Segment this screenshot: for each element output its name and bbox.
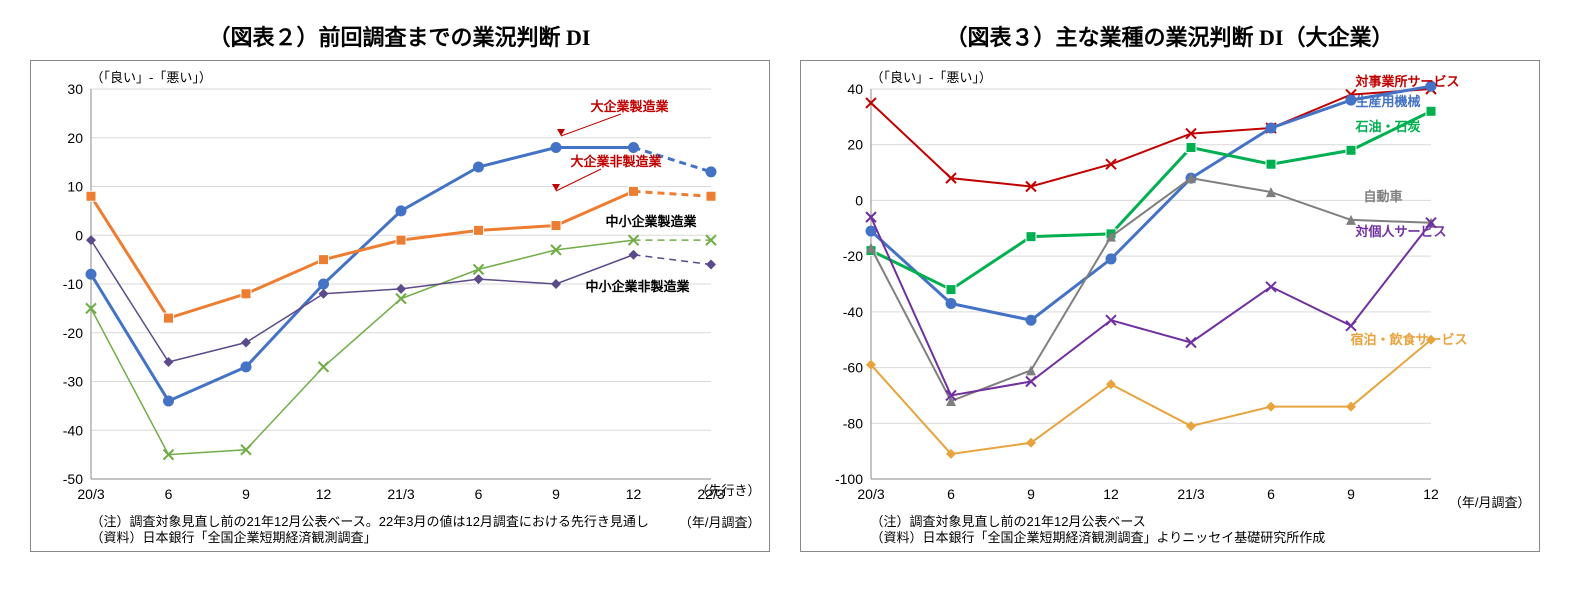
svg-text:-40: -40 [842, 304, 862, 320]
svg-text:9: 9 [552, 486, 560, 502]
svg-text:12: 12 [315, 486, 331, 502]
series-label: 中小企業非製造業 [586, 276, 690, 295]
series-label: 生産用機械 [1356, 91, 1421, 110]
series-label: 大企業製造業 [591, 96, 669, 115]
svg-text:40: 40 [847, 81, 863, 97]
svg-text:-50: -50 [62, 471, 82, 487]
series-label: 対個人サービス [1356, 221, 1447, 240]
footnote-left-1: （注）調査対象見直し前の21年12月公表ベース。22年3月の値は12月調査におけ… [91, 513, 649, 531]
svg-text:12: 12 [1103, 486, 1119, 502]
svg-text:-60: -60 [842, 360, 862, 376]
chart-box-left: （「良い」-「悪い」） -50-40-30-20-10010203020/369… [30, 60, 770, 552]
svg-text:12: 12 [1423, 486, 1439, 502]
svg-text:-20: -20 [842, 248, 862, 264]
chart-box-right: （「良い」-「悪い」） -100-80-60-40-200204020/3691… [800, 60, 1540, 552]
footnote-right-2: （資料）日本銀行「全国企業短期経済観測調査」よりニッセイ基礎研究所作成 [871, 529, 1326, 547]
svg-text:0: 0 [855, 192, 863, 208]
svg-text:20: 20 [847, 137, 863, 153]
svg-text:30: 30 [67, 81, 83, 97]
chart-title-right: （図表３）主な業種の業況判断 DI（大企業） [800, 20, 1540, 52]
svg-text:-20: -20 [62, 325, 82, 341]
footnote-left-2: （資料）日本銀行「全国企業短期経済観測調査」 [91, 529, 377, 547]
svg-text:20/3: 20/3 [77, 486, 104, 502]
svg-text:20: 20 [67, 130, 83, 146]
svg-text:10: 10 [67, 179, 83, 195]
svg-text:-40: -40 [62, 422, 82, 438]
svg-text:21/3: 21/3 [387, 486, 414, 502]
chart-svg-left: -50-40-30-20-10010203020/3691221/3691222… [31, 61, 771, 551]
svg-text:9: 9 [1347, 486, 1355, 502]
svg-text:-10: -10 [62, 276, 82, 292]
svg-text:6: 6 [164, 486, 172, 502]
series-label: 中小企業製造業 [606, 211, 697, 230]
series-label: 自動車 [1364, 186, 1403, 205]
charts-container: （図表２）前回調査までの業況判断 DI （「良い」-「悪い」） -50-40-3… [20, 20, 1549, 552]
svg-text:9: 9 [1027, 486, 1035, 502]
chart-panel-left: （図表２）前回調査までの業況判断 DI （「良い」-「悪い」） -50-40-3… [30, 20, 770, 552]
x-axis-title-left: （年/月調査） [679, 512, 761, 531]
series-label: 宿泊・飲食サービス [1351, 329, 1468, 348]
svg-text:6: 6 [947, 486, 955, 502]
svg-text:12: 12 [625, 486, 641, 502]
svg-text:21/3: 21/3 [1177, 486, 1204, 502]
svg-text:0: 0 [75, 227, 83, 243]
x-axis-sub-left: （先行き） [695, 480, 760, 499]
svg-text:-30: -30 [62, 374, 82, 390]
svg-text:-100: -100 [834, 471, 862, 487]
svg-text:6: 6 [1267, 486, 1275, 502]
svg-text:9: 9 [242, 486, 250, 502]
x-axis-title-right: （年/月調査） [1449, 492, 1531, 511]
chart-title-left: （図表２）前回調査までの業況判断 DI [30, 20, 770, 52]
series-label: 対事業所サービス [1356, 71, 1460, 90]
series-label: 大企業非製造業 [571, 151, 662, 170]
svg-text:20/3: 20/3 [857, 486, 884, 502]
chart-svg-right: -100 -80 -60 -40 -20 0 20 40 20/3 6 9 12 21/3 6 9 12 [801, 61, 1541, 551]
svg-text:-80: -80 [842, 415, 862, 431]
chart-panel-right: （図表３）主な業種の業況判断 DI（大企業） （「良い」-「悪い」） -100-… [800, 20, 1540, 552]
series-label: 石油・石炭 [1356, 116, 1421, 135]
svg-text:6: 6 [474, 486, 482, 502]
footnote-right-1: （注）調査対象見直し前の21年12月公表ベース [871, 513, 1146, 531]
